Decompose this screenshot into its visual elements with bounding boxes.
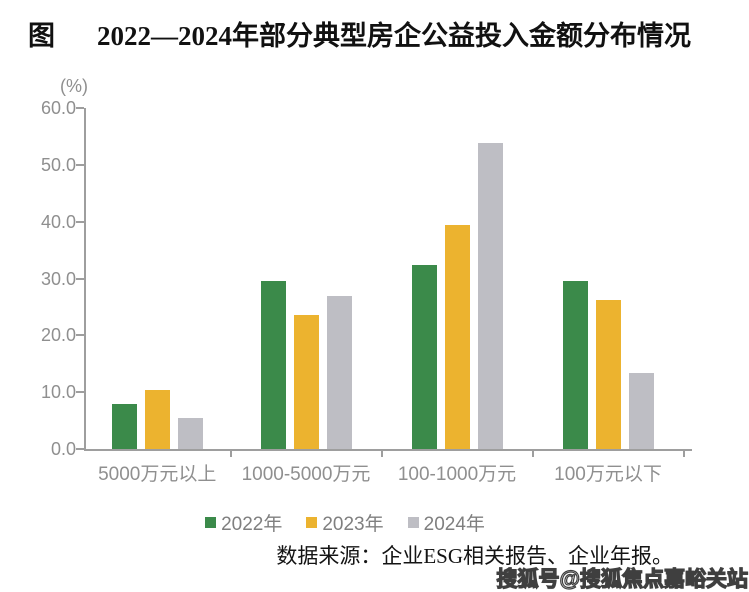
legend-item-2024年: 2024年 <box>407 509 485 536</box>
y-axis-tick <box>76 391 84 394</box>
y-tick-label: 20.0 <box>40 325 76 346</box>
y-tick-label: 60.0 <box>40 98 76 118</box>
legend-label: 2024年 <box>423 514 485 535</box>
bar-2022年-5000万元以上 <box>111 403 137 449</box>
y-axis-tick <box>76 277 84 280</box>
data-source-note: 数据来源：企业ESG相关报告、企业年报。 <box>276 544 673 568</box>
y-axis-tick <box>76 163 84 166</box>
bar-2024年-100万元以下 <box>628 372 654 449</box>
x-axis-tick <box>229 451 232 457</box>
legend-swatch <box>306 517 318 528</box>
bar-2022年-1000-5000万元 <box>260 281 286 449</box>
bar-2023年-100-1000万元 <box>444 225 470 449</box>
x-category-label: 1000-5000万元 <box>241 464 371 485</box>
y-axis-tick <box>76 220 84 223</box>
y-tick-label: 30.0 <box>40 268 76 289</box>
x-axis-line <box>84 449 692 451</box>
x-category-label: 5000万元以上 <box>98 464 217 485</box>
x-category-label: 100-1000万元 <box>397 464 517 485</box>
x-axis-tick <box>531 451 534 457</box>
bar-2022年-100-1000万元 <box>411 264 437 449</box>
bar-2024年-100-1000万元 <box>477 142 503 449</box>
x-category-label: 100万元以下 <box>554 464 662 485</box>
legend-label: 2022年 <box>221 514 283 535</box>
figure-label: 图 <box>28 21 55 51</box>
legend-item-2023年: 2023年 <box>306 509 384 536</box>
y-axis-line <box>84 108 86 451</box>
watermark-text: 搜狐号@搜狐焦点嘉峪关站 <box>496 567 749 591</box>
bar-2024年-5000万元以上 <box>177 418 203 449</box>
bar-2023年-1000-5000万元 <box>293 314 319 449</box>
legend-label: 2023年 <box>322 514 384 535</box>
y-tick-label: 40.0 <box>40 211 76 232</box>
bar-2022年-100万元以下 <box>562 281 588 449</box>
bar-2023年-100万元以下 <box>595 300 621 449</box>
y-tick-label: 50.0 <box>40 154 76 175</box>
legend-swatch <box>407 517 419 528</box>
x-axis-tick <box>380 451 383 457</box>
legend-swatch <box>205 517 217 528</box>
bar-2024年-1000-5000万元 <box>326 296 352 449</box>
y-axis-tick <box>76 107 84 109</box>
y-tick-label: 10.0 <box>40 382 76 403</box>
y-axis-unit-label: (%) <box>60 76 88 96</box>
chart-legend: 2022年 2023年 2024年 <box>0 509 690 536</box>
y-tick-label: 0.0 <box>50 439 76 459</box>
legend-item-2022年: 2022年 <box>205 509 282 536</box>
y-axis-tick <box>76 334 84 337</box>
figure-title-text: 2022—2024年部分典型房企公益投入金额分布情况 <box>97 21 691 51</box>
x-axis-tick <box>682 451 685 457</box>
y-axis-tick <box>76 448 84 450</box>
chart-title: 图 2022—2024年部分典型房企公益投入金额分布情况 <box>28 14 691 53</box>
bar-2023年-5000万元以上 <box>144 390 170 449</box>
